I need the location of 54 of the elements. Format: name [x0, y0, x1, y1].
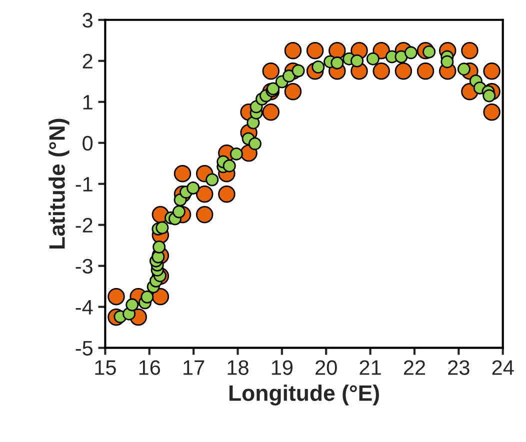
- y-tick-label: 2: [82, 54, 92, 68]
- point: [306, 42, 324, 60]
- point: [330, 56, 344, 70]
- x-tick-label: 20: [316, 360, 337, 375]
- point: [206, 173, 219, 186]
- point: [328, 42, 346, 60]
- point: [350, 54, 364, 68]
- x-tick-label: 23: [448, 360, 470, 375]
- point: [394, 50, 408, 64]
- x-tick-label: 15: [95, 360, 116, 375]
- point: [284, 42, 302, 60]
- y-tick-label: -1: [76, 177, 92, 192]
- x-tick-label: 21: [360, 360, 381, 375]
- point: [172, 205, 186, 218]
- point: [230, 147, 243, 160]
- point: [483, 104, 500, 121]
- point: [174, 165, 192, 182]
- point: [156, 221, 169, 234]
- point: [108, 288, 125, 306]
- y-tick-label: 3: [82, 12, 92, 28]
- point: [196, 186, 214, 203]
- point: [394, 62, 412, 80]
- y-tick-label: 1: [83, 95, 92, 110]
- point: [461, 42, 478, 60]
- x-axis-title: Longitude (°E): [229, 384, 379, 406]
- point: [140, 290, 154, 304]
- point: [284, 83, 302, 100]
- point: [372, 62, 390, 80]
- x-tick-label: 17: [184, 360, 204, 375]
- point: [404, 46, 418, 60]
- point: [366, 52, 380, 66]
- x-tick-label: 18: [228, 360, 248, 375]
- point: [262, 104, 280, 121]
- x-tick-label: 22: [404, 360, 426, 375]
- point: [196, 206, 214, 224]
- point: [218, 186, 236, 203]
- y-tick-label: -4: [76, 300, 93, 314]
- y-axis-title: Latitude (°N): [48, 118, 70, 249]
- y-tick-label: -3: [76, 258, 92, 274]
- y-tick-label: -2: [76, 218, 92, 232]
- point: [248, 137, 262, 150]
- x-tick-label: 16: [139, 360, 160, 375]
- x-tick-label: 24: [492, 360, 514, 375]
- point: [440, 55, 454, 68]
- point: [126, 298, 139, 312]
- y-tick-label: -5: [76, 341, 93, 356]
- point: [262, 62, 280, 80]
- point: [483, 62, 500, 80]
- point: [222, 159, 236, 172]
- point: [416, 62, 434, 80]
- x-tick-label: 19: [272, 360, 293, 375]
- point: [186, 181, 200, 194]
- point: [152, 240, 166, 254]
- y-tick-label: 0: [82, 136, 93, 151]
